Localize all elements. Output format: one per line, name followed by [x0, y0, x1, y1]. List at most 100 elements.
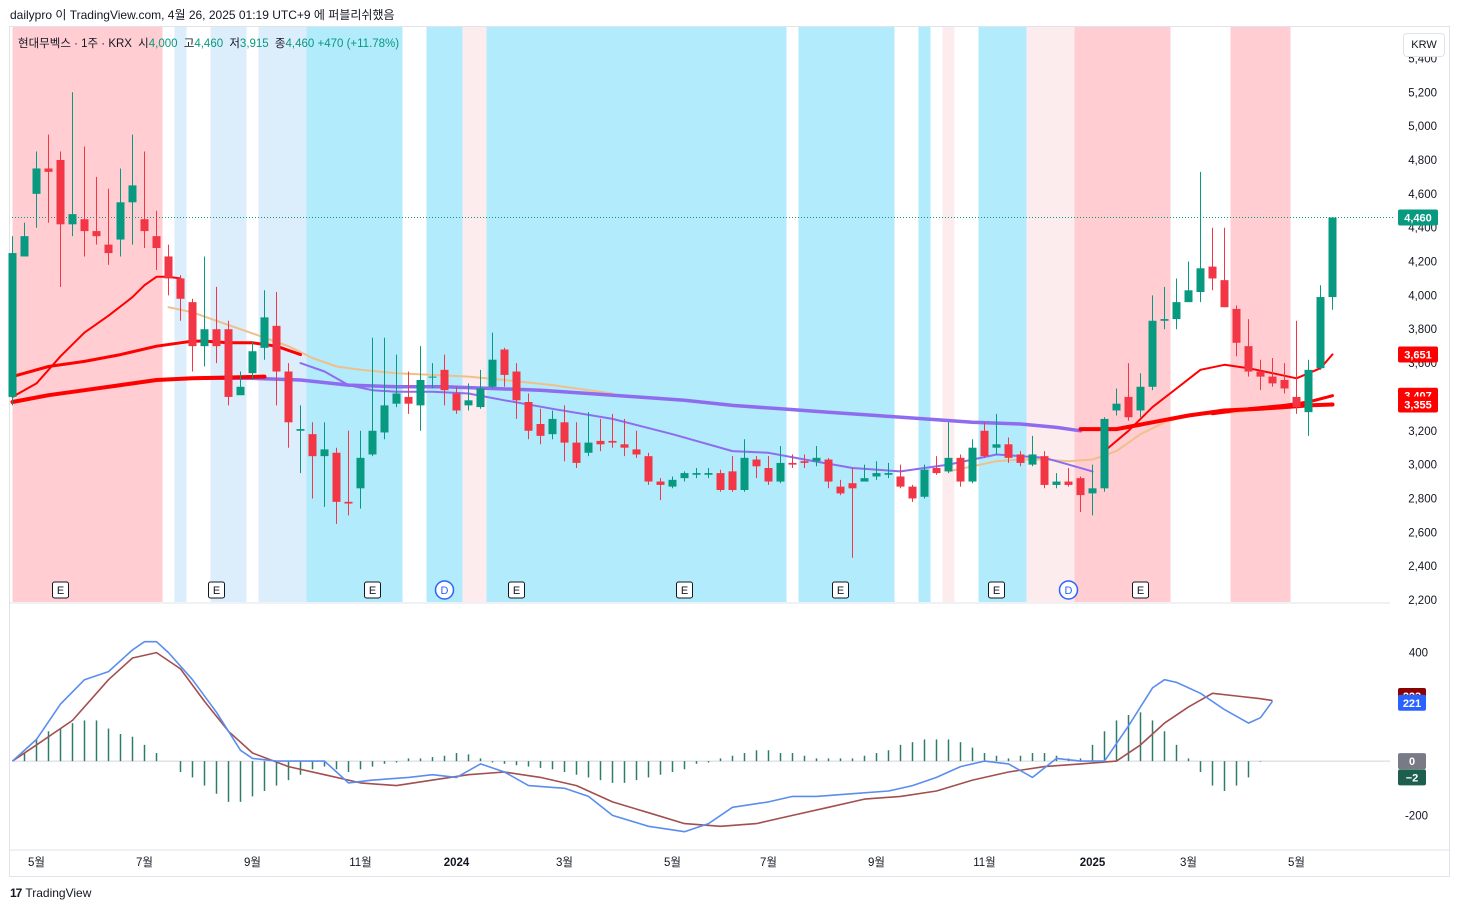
candle-body [644, 456, 653, 482]
candle-body [164, 256, 173, 279]
ma-purple-thick-line [202, 376, 1083, 433]
candle-body [80, 219, 89, 232]
signal-band-5 [426, 27, 463, 602]
candle [968, 439, 977, 484]
chart-frame [9, 26, 1450, 877]
candle-body [212, 329, 221, 347]
candle-body [1112, 403, 1121, 411]
candle [704, 468, 713, 479]
tradingview-brand[interactable]: 17 TradingView [10, 886, 91, 900]
candle [104, 188, 113, 265]
candle [188, 298, 197, 372]
time-tick-label: 9월 [868, 856, 885, 869]
candle [356, 430, 365, 509]
candle-body [1028, 454, 1037, 465]
candle [716, 469, 725, 492]
candle [560, 405, 569, 462]
marker-box [1132, 581, 1149, 599]
candle [1304, 359, 1313, 436]
candle-body [1184, 290, 1193, 303]
price-tick-label: 5,200 [1408, 87, 1437, 99]
candle [1028, 435, 1037, 467]
price-tick-label: 3,200 [1408, 426, 1437, 438]
currency-button[interactable]: KRW [1403, 33, 1445, 57]
candle-body [332, 452, 341, 502]
candle-body [956, 457, 965, 482]
candle-body [992, 444, 1001, 448]
marker-label: E [57, 585, 64, 597]
time-tick-label: 5월 [664, 856, 681, 869]
signal-band-11 [978, 27, 1027, 602]
candle-body [1292, 396, 1301, 408]
macd-value-box [1398, 694, 1426, 711]
candle [284, 363, 293, 448]
high-label: 고 [183, 38, 195, 50]
price-tick-label: 4,200 [1408, 257, 1437, 269]
earnings-marker: E [52, 581, 69, 599]
candle [872, 461, 881, 480]
candle [764, 456, 773, 485]
candle [92, 176, 101, 245]
high-value: 4,460 [194, 38, 224, 50]
price-tick-label: 4,800 [1408, 155, 1437, 167]
candle [392, 354, 401, 408]
price-tick-label: 3,000 [1408, 460, 1437, 472]
candle [776, 446, 785, 484]
candle-body [1220, 280, 1229, 308]
earnings-marker: E [676, 581, 693, 599]
candle-body [404, 396, 413, 404]
marker-box [676, 581, 693, 599]
macd-signal-line [12, 651, 1273, 828]
low-label: 저 [229, 38, 240, 50]
marker-label: E [213, 585, 220, 597]
candle [1148, 295, 1157, 391]
candle [1244, 319, 1253, 377]
time-tick-label: 9월 [244, 856, 261, 869]
tradingview-logo-icon: 17 [10, 886, 22, 900]
time-tick-label: 3월 [556, 856, 573, 869]
candle-body [32, 168, 41, 194]
candle-body [1064, 481, 1073, 485]
close-value: 4,460 [285, 38, 315, 50]
signal-band-6 [462, 27, 487, 602]
signal-band-9 [918, 27, 931, 602]
ema-red-line-4 [1211, 394, 1334, 416]
candle-body [1328, 217, 1337, 298]
price-tick-label: 2,200 [1408, 595, 1437, 607]
candle-body [812, 457, 821, 462]
price-label-text: 4,460 [1404, 213, 1432, 225]
macd-value-text: 221 [1403, 698, 1421, 710]
price-tick-label: 4,600 [1408, 189, 1437, 201]
price-label: 3,651 [1398, 346, 1438, 363]
candle-body [584, 442, 593, 453]
candle-body [1004, 444, 1013, 458]
candle [1136, 373, 1145, 418]
candle [320, 422, 329, 507]
candle [524, 393, 533, 440]
candle-body [1100, 418, 1109, 489]
candle-body [788, 462, 797, 465]
candle [1100, 417, 1109, 492]
candle [416, 346, 425, 431]
symbol-name: 현대무벡스 · 1주 · KRX [18, 38, 132, 50]
candle-body [1016, 454, 1025, 463]
candle [1328, 217, 1337, 310]
marker-label: E [837, 585, 844, 597]
candle [440, 354, 449, 406]
candle-body [464, 400, 473, 406]
candle [80, 146, 89, 257]
time-tick-label: 11월 [973, 856, 996, 869]
candle-body [944, 457, 953, 472]
candle-body [44, 168, 53, 172]
candle [992, 413, 1001, 455]
candle-body [92, 231, 101, 237]
candle-body [104, 244, 113, 254]
candle [404, 371, 413, 414]
brand-name: TradingView [25, 886, 92, 900]
candle [1232, 305, 1241, 357]
publish-header: dailypro 이 TradingView.com, 4월 26, 2025 … [10, 8, 395, 22]
candle [380, 337, 389, 440]
candle [668, 476, 677, 489]
candle-body [920, 469, 929, 497]
